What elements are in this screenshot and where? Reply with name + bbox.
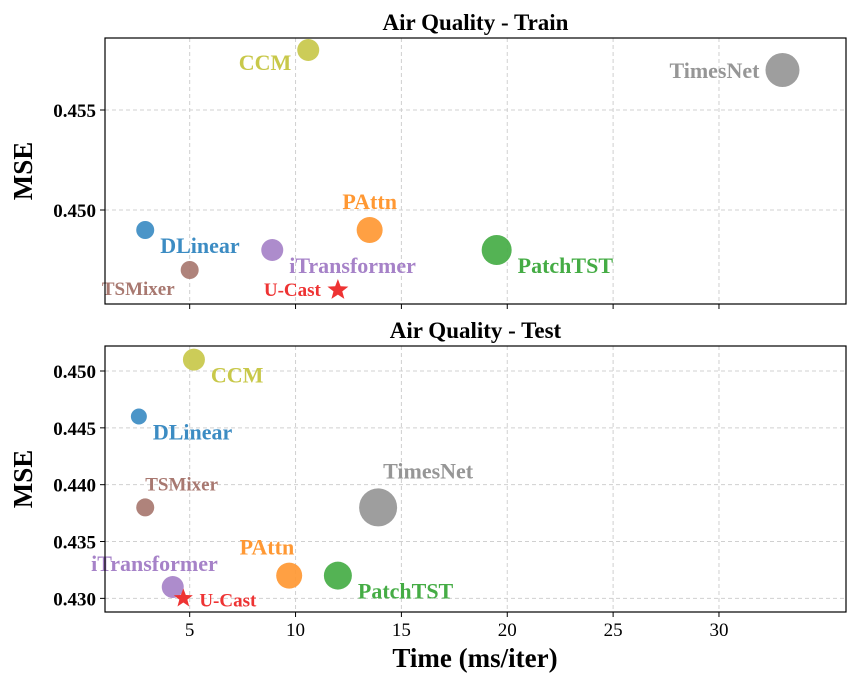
dlinear-label: DLinear	[153, 419, 233, 444]
train-title: Air Quality - Train	[383, 10, 569, 35]
timesnet-marker	[359, 488, 398, 527]
test-plot-frame	[104, 345, 847, 613]
x-tick-label: 30	[709, 620, 728, 641]
test-panel: 0.430 0.435 0.440 0.445 0.450 5 10 15 20 25 30 CC…	[53, 318, 847, 641]
x-tick-label: 20	[498, 620, 517, 641]
ccm-label: CCM	[211, 363, 264, 388]
test-title: Air Quality - Test	[390, 318, 562, 343]
x-tick-label: 10	[286, 620, 305, 641]
patchtst-label: PatchTST	[518, 253, 614, 278]
train-panel: 0.450 0.455 CCM TimesNet PAttn DLinear PatchT…	[53, 10, 847, 309]
ccm-label: CCM	[239, 50, 292, 75]
test-ylabel: MSE	[8, 450, 38, 509]
dlinear-marker	[136, 221, 155, 239]
y-tick-label: 0.450	[53, 362, 96, 383]
y-tick-label: 0.445	[53, 419, 96, 440]
y-tick-label: 0.450	[53, 201, 96, 222]
itransformer-marker	[261, 239, 284, 261]
patchtst-label: PatchTST	[358, 579, 454, 604]
itransformer-label: iTransformer	[289, 253, 416, 278]
x-tick-label: 25	[604, 620, 623, 641]
timesnet-marker	[765, 53, 800, 87]
y-tick-label: 0.430	[53, 589, 96, 610]
tsmixer-marker	[136, 498, 155, 517]
timesnet-label: TimesNet	[669, 58, 760, 83]
x-axis-label: Time (ms/iter)	[392, 643, 557, 673]
patchtst-marker	[323, 561, 352, 590]
x-tick-label: 15	[392, 620, 411, 641]
pattn-label: PAttn	[240, 535, 295, 560]
u-cast-marker	[327, 279, 349, 299]
train-ylabel: MSE	[8, 142, 38, 201]
ccm-marker	[182, 348, 205, 371]
patchtst-marker	[481, 235, 512, 265]
x-tick-label: 5	[185, 620, 195, 641]
timesnet-label: TimesNet	[383, 458, 474, 483]
u-cast-label: U-Cast	[199, 590, 257, 611]
y-tick-label: 0.455	[53, 101, 96, 122]
u-cast-marker	[173, 588, 193, 607]
pattn-marker	[276, 562, 303, 589]
y-tick-label: 0.440	[53, 476, 96, 497]
pattn-label: PAttn	[342, 189, 397, 214]
dlinear-marker	[130, 408, 147, 425]
u-cast-label: U-Cast	[264, 280, 322, 301]
y-tick-label: 0.435	[53, 533, 96, 554]
tsmixer-marker	[180, 261, 199, 279]
train-plot-frame	[104, 37, 847, 305]
pattn-marker	[356, 217, 383, 243]
itransformer-label: iTransformer	[91, 551, 218, 576]
tsmixer-label: TSMixer	[102, 279, 175, 300]
ccm-marker	[297, 39, 320, 61]
itransformer-marker	[161, 575, 184, 598]
dlinear-label: DLinear	[160, 233, 240, 258]
tsmixer-label: TSMixer	[145, 474, 218, 495]
